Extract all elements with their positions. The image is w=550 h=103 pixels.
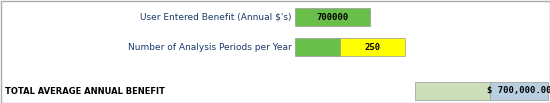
Text: 700000: 700000 <box>316 12 349 22</box>
Bar <box>490 82 548 100</box>
Text: Number of Analysis Periods per Year: Number of Analysis Periods per Year <box>128 43 292 52</box>
Text: User Entered Benefit (Annual $'s): User Entered Benefit (Annual $'s) <box>140 12 292 22</box>
Bar <box>295 8 370 26</box>
Bar <box>295 38 340 56</box>
Text: 250: 250 <box>365 43 381 52</box>
Bar <box>415 82 490 100</box>
Bar <box>340 38 405 56</box>
Text: TOTAL AVERAGE ANNUAL BENEFIT: TOTAL AVERAGE ANNUAL BENEFIT <box>5 87 165 95</box>
Text: $ 700,000.00: $ 700,000.00 <box>487 87 550 95</box>
